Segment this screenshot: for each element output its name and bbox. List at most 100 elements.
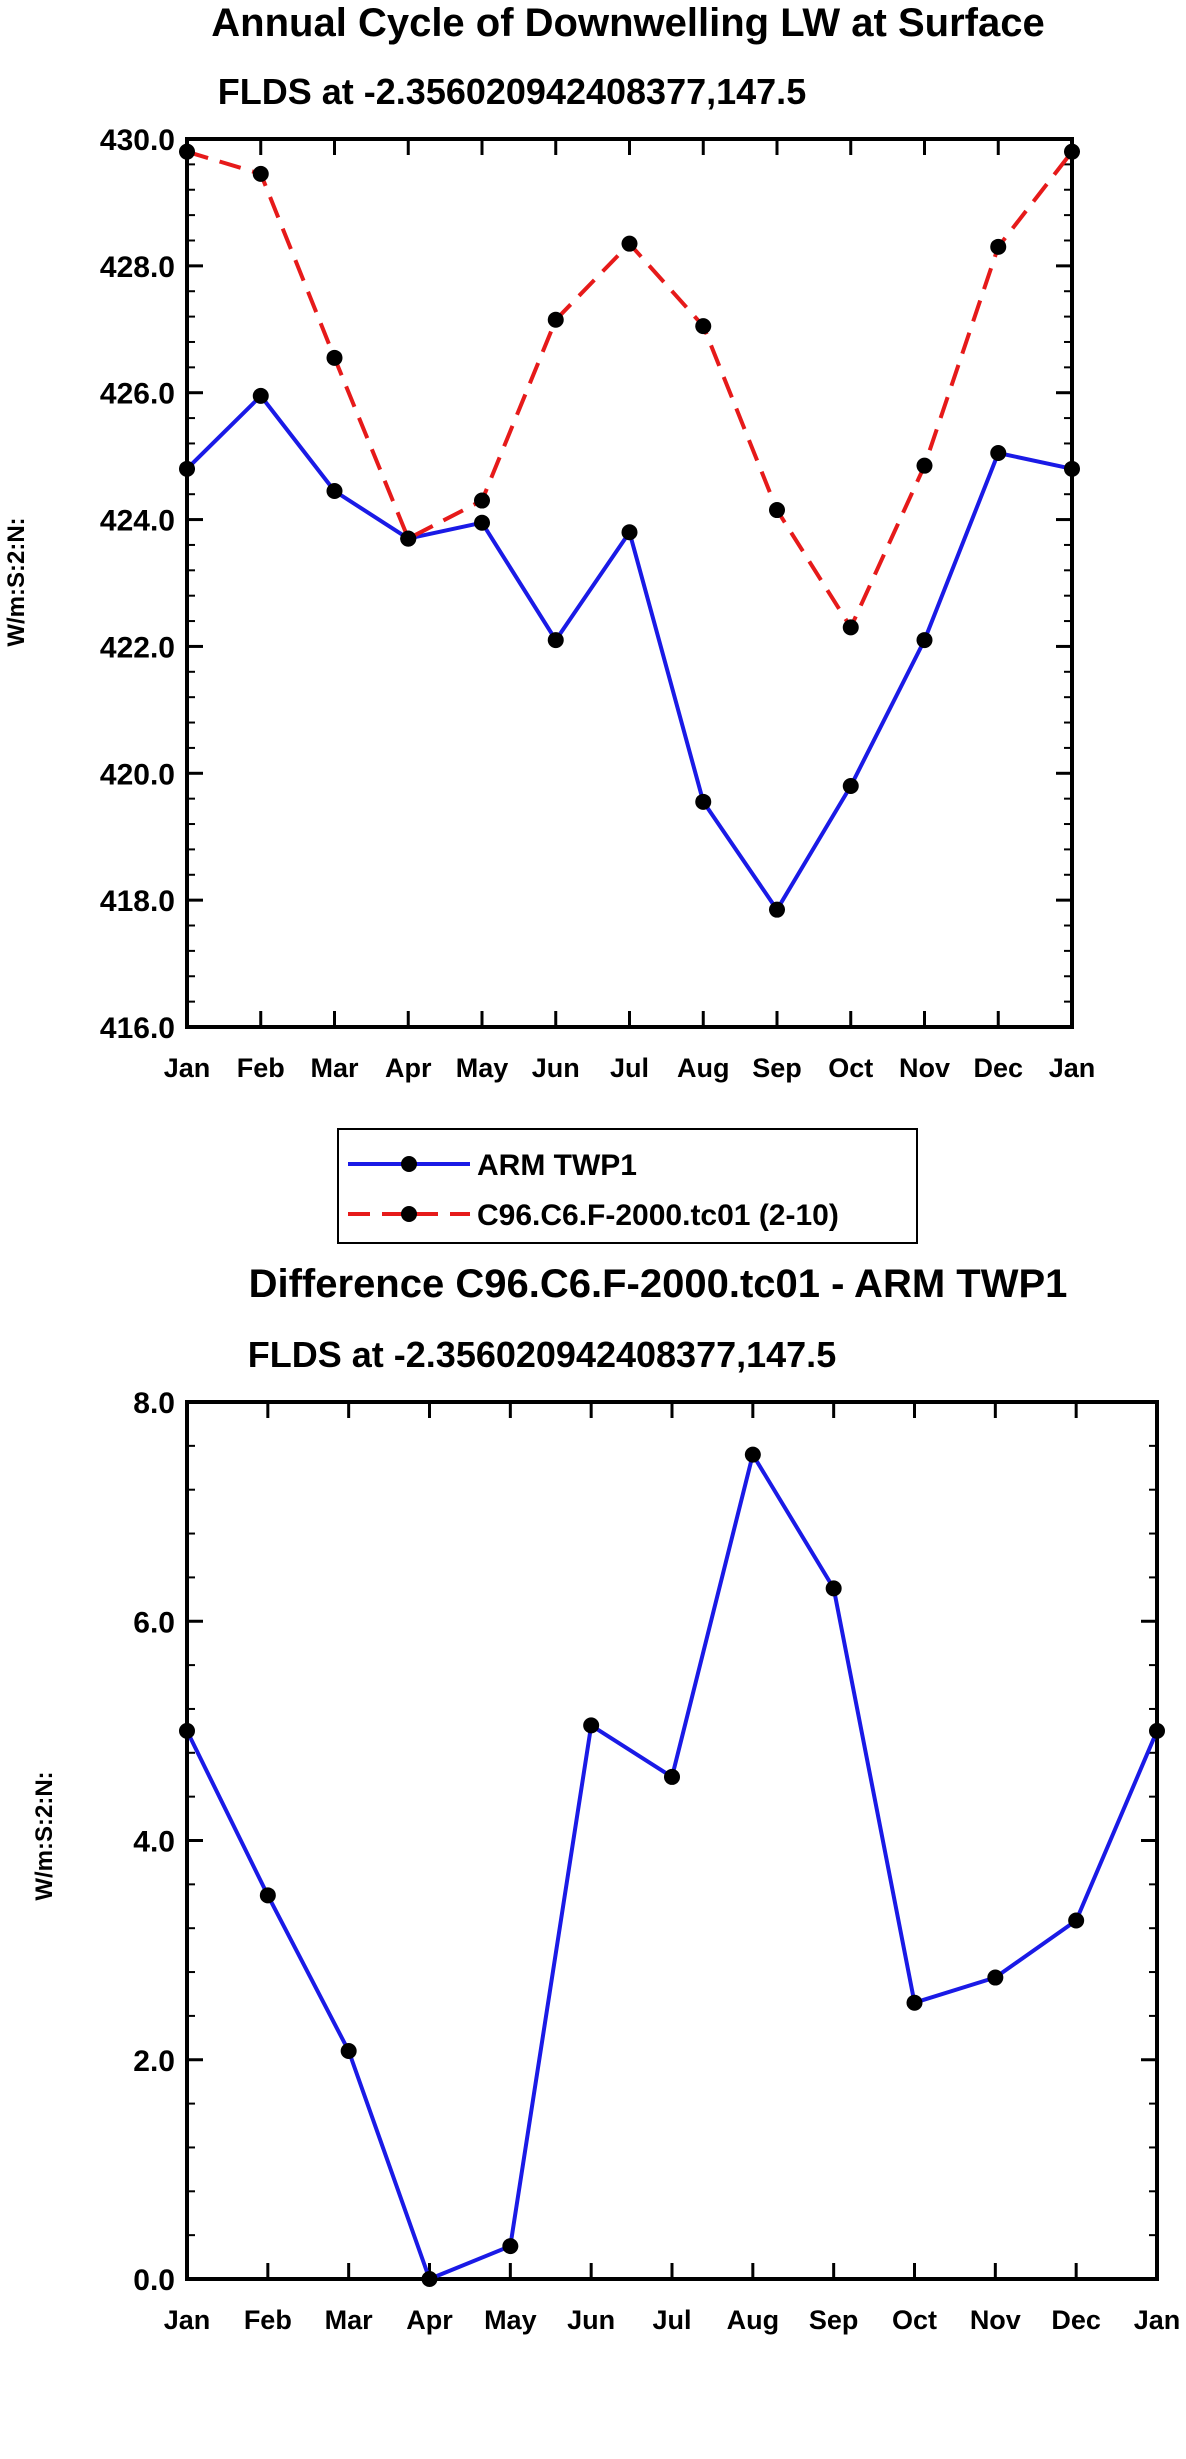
c2-ytick-label-4-0: 4.0 [133,1826,175,1859]
c2-xtick-label-feb-1: Feb [244,2305,292,2335]
c2-point-difference-jan-0 [179,1722,195,1739]
c1-xtick-label-apr-3: Apr [385,1053,432,1083]
c1-point-arm-twp1-may-4 [474,514,490,531]
c1-series-line-arm-twp1 [185,393,1073,912]
legend-marker-arm-twp1 [401,1156,417,1172]
c1-ytick-label-426-0: 426.0 [100,378,175,411]
c1-xtick-label-sep-8: Sep [752,1053,802,1083]
legend-marker-c96 [401,1206,417,1222]
c1-xtick-label-dec-11: Dec [973,1053,1023,1083]
chart-1-plot-frame [185,137,1074,1029]
c2-xtick-label-sep-8: Sep [809,2305,859,2335]
c1-point-arm-twp1-oct-9 [842,777,859,794]
c2-point-difference-jan-12 [1149,1722,1165,1739]
chart-2-series-lines [185,1452,1159,2281]
c1-ytick-label-416-0: 416.0 [100,1012,175,1045]
chart-1-tick-marks [185,137,1074,1029]
c2-xtick-label-mar-2: Mar [325,2305,374,2335]
c1-point-c96-c6-f-2000-tc01-2-10-jul-6 [621,235,638,252]
c1-xtick-label-feb-1: Feb [237,1053,285,1083]
c1-xtick-label-oct-9: Oct [828,1053,873,1083]
c2-point-difference-feb-1 [259,1887,276,1904]
c1-xtick-label-may-4: May [456,1053,509,1083]
c1-xtick-label-aug-7: Aug [677,1053,729,1083]
c1-point-arm-twp1-aug-7 [695,793,712,810]
c1-xtick-label-mar-2: Mar [310,1053,359,1083]
c1-point-arm-twp1-sep-8 [769,901,785,918]
chart-2-series-points [179,1446,1165,2287]
c2-point-difference-jun-5 [583,1717,600,1734]
c1-xtick-label-jan-12: Jan [1049,1053,1096,1083]
c2-xtick-label-oct-9: Oct [892,2305,937,2335]
c1-point-c96-c6-f-2000-tc01-2-10-may-4 [474,492,490,509]
c1-ytick-label-424-0: 424.0 [100,505,175,538]
c2-xtick-label-jun-5: Jun [567,2305,615,2335]
legend-label-c96: C96.C6.F-2000.tc01 (2-10) [477,1199,839,1232]
difference-chart: Difference C96.C6.F-2000.tc01 - ARM TWP1… [31,1262,1180,2335]
c1-point-c96-c6-f-2000-tc01-2-10-jan-0 [179,143,195,160]
chart-2-x-tick-labels: Jan Feb Mar Apr May Jun Jul Aug Sep Oct Nov Dec Jan [164,2305,1181,2335]
c1-ytick-label-428-0: 428.0 [100,251,175,284]
chart-1-series-points [179,143,1080,918]
c2-series-line-difference [185,1452,1159,2281]
c2-point-difference-sep-8 [825,1580,842,1597]
chart-2-title: Difference C96.C6.F-2000.tc01 - ARM TWP1 [249,1262,1068,1306]
c1-point-c96-c6-f-2000-tc01-2-10-apr-3 [400,530,417,547]
c1-series-line-c96-c6-f-2000-tc01-2-10 [186,149,1074,630]
c1-point-c96-c6-f-2000-tc01-2-10-feb-1 [252,165,269,182]
c1-ytick-label-420-0: 420.0 [100,758,175,791]
chart-2-plot-frame [185,1400,1159,2281]
c1-ytick-label-430-0: 430.0 [100,124,175,157]
c2-point-difference-apr-3 [421,2271,438,2287]
c2-point-difference-nov-10 [987,1969,1004,1986]
c2-point-difference-dec-11 [1068,1912,1085,1929]
c2-xtick-label-nov-10: Nov [970,2305,1021,2335]
c2-xtick-label-apr-3: Apr [406,2305,453,2335]
legend: ARM TWP1 C96.C6.F-2000.tc01 (2-10) [337,1128,918,1244]
c2-point-difference-mar-2 [340,2042,357,2059]
c2-xtick-label-dec-11: Dec [1051,2305,1101,2335]
chart-2-y-axis-label: W/m:S:2:N: [31,1771,58,1900]
c1-point-c96-c6-f-2000-tc01-2-10-oct-9 [842,619,859,636]
c2-xtick-label-jan-0: Jan [164,2305,211,2335]
c1-xtick-label-jul-6: Jul [610,1053,649,1083]
c1-point-c96-c6-f-2000-tc01-2-10-dec-11 [990,238,1007,255]
c1-point-c96-c6-f-2000-tc01-2-10-sep-8 [769,502,785,519]
c2-point-difference-may-4 [502,2238,519,2255]
c1-xtick-label-jan-0: Jan [164,1053,211,1083]
chart-1-y-axis-label: W/m:S:2:N: [3,517,30,646]
c2-xtick-label-aug-7: Aug [727,2305,779,2335]
c2-ytick-label-8-0: 8.0 [133,1387,175,1420]
chart-1-title: Annual Cycle of Downwelling LW at Surfac… [211,1,1044,45]
c1-xtick-label-jun-5: Jun [532,1053,580,1083]
c2-point-difference-oct-9 [906,1994,923,2011]
c1-point-c96-c6-f-2000-tc01-2-10-mar-2 [326,349,343,366]
c1-point-c96-c6-f-2000-tc01-2-10-jan-12 [1064,143,1080,160]
c1-point-arm-twp1-nov-10 [916,632,933,649]
annual-cycle-chart: Annual Cycle of Downwelling LW at Surfac… [3,1,1095,1083]
c2-ytick-label-2-0: 2.0 [133,2045,175,2078]
c1-point-arm-twp1-jun-5 [547,632,564,649]
chart-2-y-tick-labels: 0.0 2.0 4.0 6.0 8.0 [133,1387,175,2297]
c2-xtick-label-jan-12: Jan [1134,2305,1181,2335]
chart-2-subtitle: FLDS at -2.356020942408377,147.5 [248,1334,836,1375]
chart-1-y-tick-labels: 416.0 418.0 420.0 422.0 424.0 426.0 428.0 430.0 [100,124,175,1045]
c1-point-arm-twp1-feb-1 [252,387,269,404]
chart-1-subtitle: FLDS at -2.356020942408377,147.5 [218,71,806,112]
c1-point-arm-twp1-mar-2 [326,483,343,500]
c1-point-c96-c6-f-2000-tc01-2-10-aug-7 [695,318,712,335]
legend-label-arm-twp1: ARM TWP1 [477,1149,637,1182]
c1-ytick-label-422-0: 422.0 [100,631,175,664]
c1-ytick-label-418-0: 418.0 [100,885,175,918]
c1-xtick-label-nov-10: Nov [899,1053,950,1083]
c2-ytick-label-6-0: 6.0 [133,1606,175,1639]
legend-frame [337,1128,918,1244]
c2-point-difference-aug-7 [744,1446,761,1463]
c1-point-arm-twp1-jan-0 [179,460,195,477]
c2-xtick-label-jul-6: Jul [652,2305,691,2335]
c2-point-difference-jul-6 [664,1768,680,1785]
c1-point-c96-c6-f-2000-tc01-2-10-nov-10 [916,457,933,474]
c2-xtick-label-may-4: May [484,2305,537,2335]
c1-point-arm-twp1-dec-11 [990,444,1007,461]
